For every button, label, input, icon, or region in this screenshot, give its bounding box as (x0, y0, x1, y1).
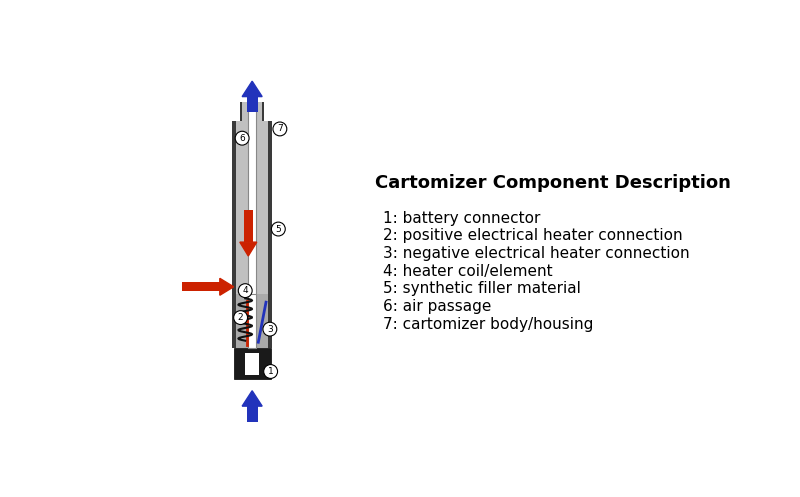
Text: 4: 4 (242, 286, 248, 295)
Bar (232, 121, 236, 348)
Polygon shape (242, 391, 262, 406)
Text: 7: 7 (277, 124, 282, 133)
Circle shape (234, 311, 247, 325)
Bar (246, 96, 258, 112)
Bar (240, 102, 242, 121)
Polygon shape (220, 278, 234, 295)
Bar (244, 210, 253, 242)
Text: 7: cartomizer body/housing: 7: cartomizer body/housing (383, 317, 594, 332)
Circle shape (273, 122, 287, 136)
Polygon shape (242, 81, 262, 96)
Bar (182, 282, 220, 291)
Circle shape (238, 284, 252, 298)
Circle shape (263, 322, 277, 336)
Bar (248, 102, 256, 348)
Text: Cartomizer Component Description: Cartomizer Component Description (375, 173, 731, 192)
Bar (246, 353, 259, 375)
Bar (242, 102, 262, 121)
Text: 5: synthetic filler material: 5: synthetic filler material (383, 281, 581, 296)
Circle shape (264, 365, 278, 378)
Text: 1: battery connector: 1: battery connector (383, 211, 541, 226)
Text: 6: air passage: 6: air passage (383, 299, 491, 314)
Bar (262, 102, 265, 121)
Polygon shape (240, 242, 257, 256)
Circle shape (235, 131, 249, 145)
Bar (234, 348, 270, 379)
Text: 5: 5 (275, 225, 282, 234)
Text: 2: positive electrical heater connection: 2: positive electrical heater connection (383, 228, 682, 243)
Text: 3: negative electrical heater connection: 3: negative electrical heater connection (383, 246, 690, 261)
Text: 6: 6 (239, 134, 245, 143)
Text: 1: 1 (268, 367, 274, 376)
Text: 4: heater coil/element: 4: heater coil/element (383, 264, 553, 279)
Bar (248, 295, 256, 348)
Text: 2: 2 (238, 313, 243, 322)
Circle shape (271, 222, 286, 236)
Bar (246, 406, 258, 421)
Bar (236, 121, 268, 348)
Bar (268, 121, 272, 348)
Text: 3: 3 (267, 325, 273, 333)
Bar (236, 295, 268, 348)
